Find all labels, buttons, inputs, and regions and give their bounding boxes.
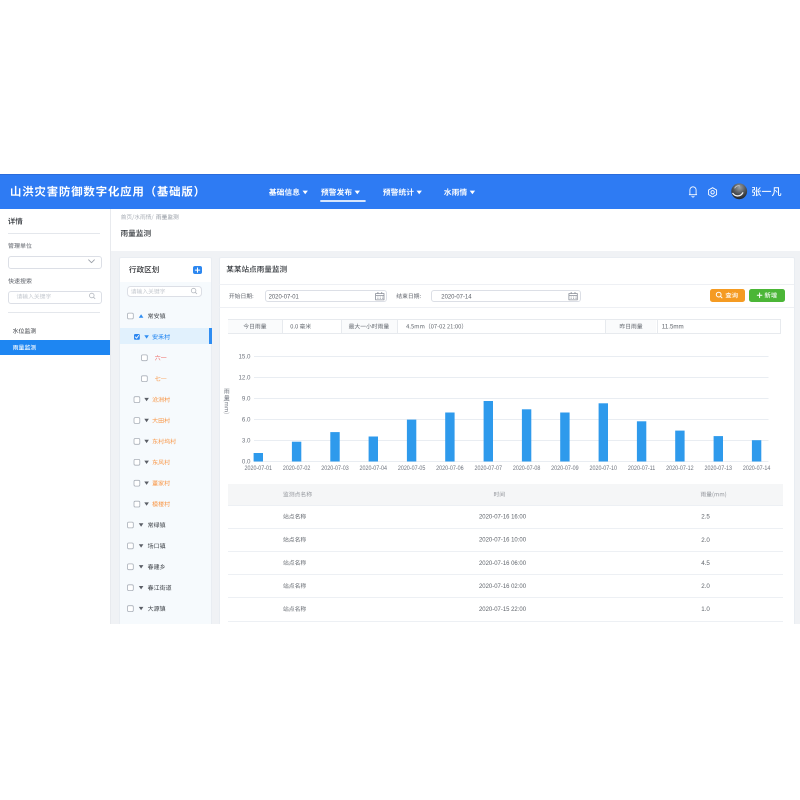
svg-text:3.0: 3.0 (242, 438, 251, 445)
svg-text:11.5mm: 11.5mm (662, 323, 684, 330)
svg-text:2.0: 2.0 (701, 583, 710, 590)
svg-text:2020-07-13: 2020-07-13 (705, 466, 733, 472)
svg-text:2020-07-12: 2020-07-12 (666, 466, 694, 472)
svg-text:2020-07-08: 2020-07-08 (513, 466, 541, 472)
svg-text:2020-07-14: 2020-07-14 (743, 466, 771, 472)
svg-text:4.5: 4.5 (701, 560, 710, 567)
svg-text:2.0: 2.0 (701, 537, 710, 544)
svg-text:2020-07-01: 2020-07-01 (269, 293, 300, 300)
svg-text:6.0: 6.0 (242, 417, 251, 424)
svg-text:12.0: 12.0 (238, 375, 251, 382)
svg-text:2020-07-01: 2020-07-01 (245, 466, 273, 472)
svg-text:2020-07-06: 2020-07-06 (436, 466, 464, 472)
svg-text:2020-07-09: 2020-07-09 (551, 466, 579, 472)
svg-text:2020-07-16 02:00: 2020-07-16 02:00 (479, 584, 527, 590)
svg-text:2020-07-16 16:00: 2020-07-16 16:00 (479, 515, 527, 521)
svg-text:15.0: 15.0 (238, 354, 251, 361)
svg-text:2020-07-07: 2020-07-07 (475, 466, 503, 472)
svg-text:1.0: 1.0 (701, 606, 710, 613)
svg-text:2020-07-16 10:00: 2020-07-16 10:00 (479, 538, 527, 544)
svg-text:0.0: 0.0 (242, 459, 251, 466)
svg-text:2020-07-04: 2020-07-04 (360, 466, 388, 472)
svg-text:9.0: 9.0 (242, 396, 251, 403)
svg-text:2020-07-14: 2020-07-14 (441, 293, 472, 300)
svg-text:2020-07-03: 2020-07-03 (321, 466, 349, 472)
svg-text:2.5: 2.5 (701, 514, 710, 521)
svg-text:2020-07-10: 2020-07-10 (590, 466, 618, 472)
svg-text:2020-07-02: 2020-07-02 (283, 466, 311, 472)
svg-text:2020-07-16 06:00: 2020-07-16 06:00 (479, 561, 527, 567)
svg-text:2020-07-05: 2020-07-05 (398, 466, 426, 472)
svg-text:2020-07-11: 2020-07-11 (628, 466, 656, 472)
svg-text:2020-07-15 22:00: 2020-07-15 22:00 (479, 607, 527, 613)
